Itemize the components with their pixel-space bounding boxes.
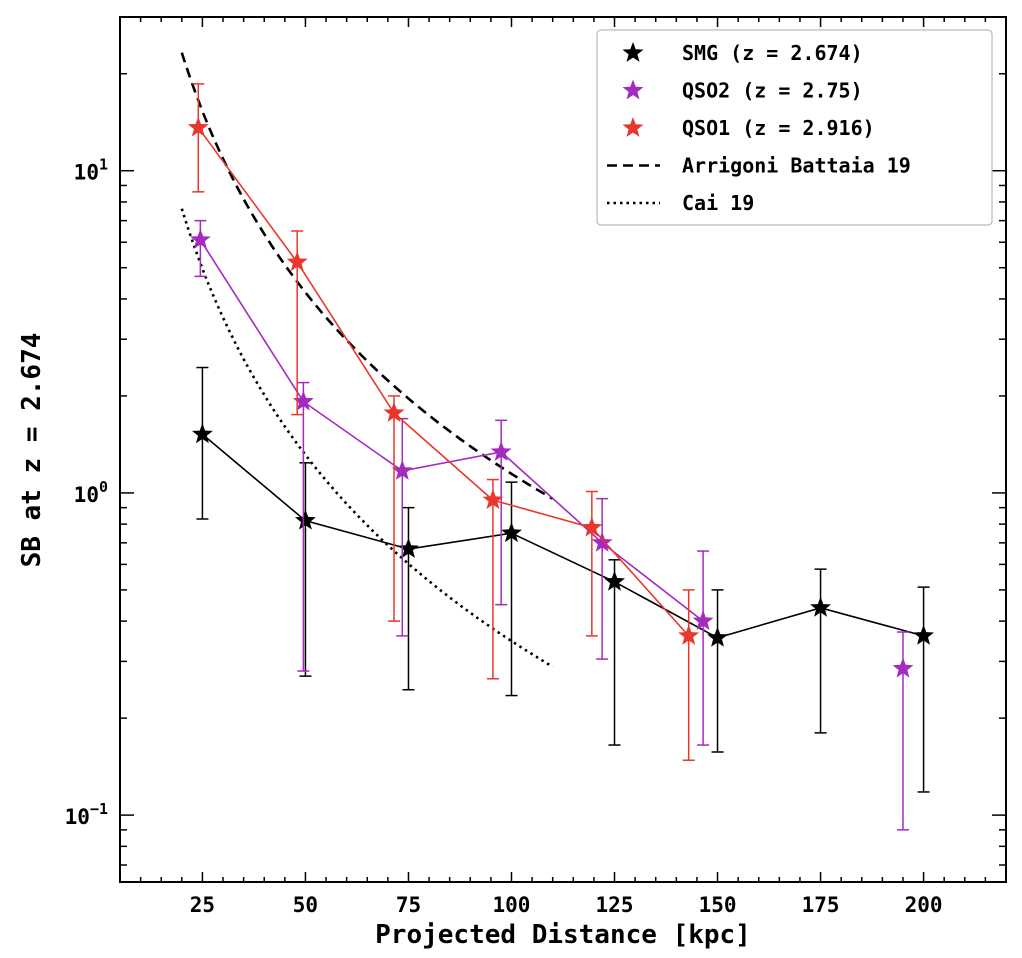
data-point-star <box>192 423 213 444</box>
series-group <box>892 631 914 831</box>
data-point-star <box>913 624 934 645</box>
model-curve <box>180 208 554 668</box>
x-tick-label: 100 <box>493 893 531 917</box>
x-tick-label: 75 <box>396 893 421 917</box>
legend-label: Cai 19 <box>682 191 754 215</box>
data-point-star <box>892 657 914 678</box>
y-tick-base: 10 <box>65 805 90 829</box>
y-tick-exponent: 1 <box>99 156 108 174</box>
y-tick-base: 10 <box>74 161 99 185</box>
model-curves <box>180 52 554 668</box>
data-point-star <box>391 459 413 480</box>
data-point-star <box>501 522 522 543</box>
data-point-star <box>581 516 603 537</box>
data-point-star <box>810 596 831 617</box>
y-tick-base: 10 <box>74 483 99 507</box>
y-tick-exponent: −1 <box>90 800 108 818</box>
legend-marker-star <box>622 42 644 62</box>
data-point-star <box>482 489 504 509</box>
data-point-star <box>692 610 714 630</box>
y-tick-exponent: 0 <box>99 478 108 496</box>
legend-label: QSO2 (z = 2.75) <box>682 79 863 103</box>
data-point-star <box>187 116 209 137</box>
series-line <box>197 127 690 637</box>
legend-label: SMG (z = 2.674) <box>682 41 863 65</box>
series-group <box>187 83 700 762</box>
data-point-star <box>189 228 211 249</box>
x-tick-label: 200 <box>905 893 943 917</box>
data-point-star <box>286 251 308 272</box>
data-point-star <box>383 402 405 422</box>
x-tick-label: 150 <box>699 893 737 917</box>
series-group <box>192 366 934 793</box>
legend-box <box>596 29 993 226</box>
x-tick-label: 175 <box>802 893 840 917</box>
plot-frame <box>119 16 1007 883</box>
data-point-star <box>292 390 314 411</box>
x-tick-label: 125 <box>596 893 634 917</box>
data-point-star <box>398 538 419 558</box>
data-point-star <box>490 441 512 461</box>
series-line <box>201 433 924 639</box>
model-curve <box>180 52 554 500</box>
x-tick-label: 25 <box>190 893 215 917</box>
legend-label: Arrigoni Battaia 19 <box>682 154 911 178</box>
y-tick-label: 10−1 <box>65 800 108 829</box>
legend-label: QSO1 (z = 2.916) <box>682 116 875 140</box>
data-point-star <box>295 509 316 530</box>
series-group <box>189 219 714 746</box>
y-axis-title: SB at z = 2.674 <box>17 333 47 568</box>
data-point-star <box>604 570 625 591</box>
data-point-star <box>707 626 728 647</box>
data-point-star <box>678 624 700 645</box>
legend: SMG (z = 2.674) QSO2 (z = 2.75) QSO1 (z = … <box>596 29 993 226</box>
y-tick-label: 100 <box>74 478 108 507</box>
data-series <box>187 83 934 831</box>
x-axis-ticks: 25 50 75 100 125 150 175 200 <box>139 17 987 917</box>
y-tick-label: 101 <box>74 156 108 185</box>
x-tick-label: 50 <box>293 893 318 917</box>
legend-marker-star <box>622 117 644 137</box>
series-line <box>199 239 704 622</box>
x-axis-title: Projected Distance [kpc] <box>375 920 751 950</box>
data-point-star <box>591 531 613 552</box>
legend-marker-star <box>622 79 644 100</box>
